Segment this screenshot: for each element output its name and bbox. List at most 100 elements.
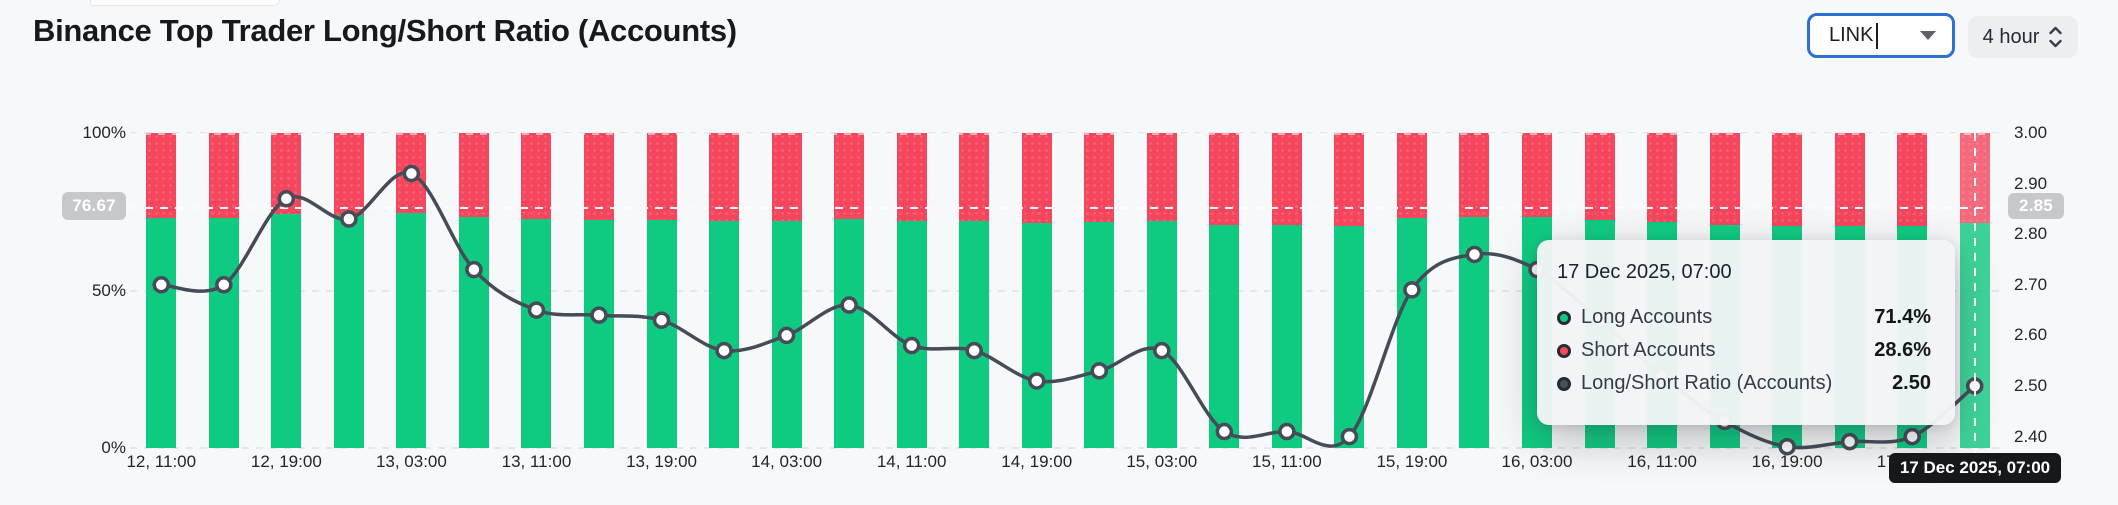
tooltip-title: 17 Dec 2025, 07:00 xyxy=(1557,261,1732,283)
stacked-bar[interactable] xyxy=(771,133,802,448)
short-accounts-segment[interactable] xyxy=(1334,133,1365,226)
stacked-bar[interactable] xyxy=(896,133,927,448)
right-axis-label: 2.80 xyxy=(2014,224,2048,244)
stacked-bar[interactable] xyxy=(1209,133,1240,448)
short-accounts-segment[interactable] xyxy=(333,133,364,216)
short-accounts-segment[interactable] xyxy=(1772,133,1803,227)
tooltip-row-value: 2.50 xyxy=(1892,372,1931,394)
right-axis-label: 2.50 xyxy=(2014,376,2048,395)
short-accounts-segment[interactable] xyxy=(458,133,489,218)
tooltip: 17 Dec 2025, 07:00 Long Accounts 71.4% S… xyxy=(1537,240,1955,425)
crosshair-right-badge: 2.85 xyxy=(2008,193,2064,219)
x-axis-label: 13, 11:00 xyxy=(501,452,572,471)
tooltip-row: Long Accounts 71.4% xyxy=(1557,301,1931,334)
long-accounts-segment[interactable] xyxy=(1271,225,1302,448)
stacked-bar[interactable] xyxy=(521,133,552,448)
x-axis-label: 14, 11:00 xyxy=(876,452,947,471)
tooltip-row-label: Long/Short Ratio (Accounts) xyxy=(1581,372,1833,394)
crosshair-date-badge: 17 Dec 2025, 07:00 xyxy=(1889,453,2061,483)
long-accounts-segment[interactable] xyxy=(146,218,177,448)
interval-select[interactable]: 4 hour xyxy=(1968,16,2078,58)
long-accounts-segment[interactable] xyxy=(458,217,489,448)
right-axis-label: 2.70 xyxy=(2014,274,2048,294)
short-accounts-segment[interactable] xyxy=(1834,133,1865,226)
short-accounts-segment[interactable] xyxy=(1021,133,1052,223)
stacked-bar[interactable] xyxy=(333,133,364,448)
long-accounts-segment[interactable] xyxy=(646,219,677,448)
long-accounts-segment[interactable] xyxy=(1021,222,1052,448)
tooltip-row-label: Long Accounts xyxy=(1581,306,1713,328)
updown-chevron-icon xyxy=(2049,26,2063,48)
symbol-select[interactable]: LINK xyxy=(1807,13,1955,58)
stacked-bar[interactable] xyxy=(709,133,740,448)
crosshair-horizontal-line xyxy=(130,206,2006,209)
long-accounts-segment[interactable] xyxy=(396,213,427,448)
short-accounts-segment[interactable] xyxy=(271,133,302,215)
x-axis-label: 15, 19:00 xyxy=(1376,452,1448,471)
short-accounts-segment[interactable] xyxy=(1271,133,1302,226)
stacked-bar[interactable] xyxy=(646,133,677,448)
stacked-bar[interactable] xyxy=(271,133,302,448)
tooltip-row-value: 71.4% xyxy=(1874,306,1931,328)
short-accounts-segment[interactable] xyxy=(208,133,239,219)
crosshair-vertical-line xyxy=(1973,133,1976,453)
x-axis-label: 12, 11:00 xyxy=(126,452,197,471)
long-accounts-segment[interactable] xyxy=(271,214,302,448)
short-accounts-dot-icon xyxy=(1557,343,1571,358)
stacked-bar[interactable] xyxy=(959,133,990,448)
stacked-bar[interactable] xyxy=(1396,133,1427,448)
stacked-bar[interactable] xyxy=(1084,133,1115,448)
long-accounts-segment[interactable] xyxy=(1334,225,1365,448)
stacked-bar[interactable] xyxy=(1334,133,1365,448)
x-axis-label: 13, 03:00 xyxy=(375,452,447,471)
stacked-bar[interactable] xyxy=(584,133,614,448)
short-accounts-segment[interactable] xyxy=(1647,133,1678,223)
interval-select-value: 4 hour xyxy=(1982,25,2040,48)
stacked-bar[interactable] xyxy=(1459,133,1490,448)
short-accounts-segment[interactable] xyxy=(1209,133,1240,226)
short-accounts-segment[interactable] xyxy=(396,133,427,214)
stacked-bar[interactable] xyxy=(1146,133,1177,448)
long-accounts-segment[interactable] xyxy=(1084,222,1115,448)
left-axis-label: 0% xyxy=(101,438,126,457)
page-title: Binance Top Trader Long/Short Ratio (Acc… xyxy=(33,13,737,48)
x-axis-label: 16, 03:00 xyxy=(1501,452,1573,471)
x-axis-label: 14, 03:00 xyxy=(751,452,823,471)
short-accounts-segment[interactable] xyxy=(1897,133,1928,226)
long-accounts-segment[interactable] xyxy=(771,220,802,448)
long-accounts-segment[interactable] xyxy=(584,219,614,448)
long-accounts-segment[interactable] xyxy=(896,220,927,448)
long-accounts-segment[interactable] xyxy=(333,215,364,448)
short-accounts-segment[interactable] xyxy=(1709,133,1740,225)
short-accounts-segment[interactable] xyxy=(146,133,177,219)
x-axis-label: 16, 11:00 xyxy=(1627,452,1697,471)
long-accounts-segment[interactable] xyxy=(1396,218,1427,448)
stacked-bar[interactable] xyxy=(208,133,239,448)
stacked-bar[interactable] xyxy=(1021,133,1052,448)
tab-remnant xyxy=(90,0,280,6)
short-accounts-segment[interactable] xyxy=(1084,133,1115,223)
long-accounts-segment[interactable] xyxy=(834,219,865,448)
long-accounts-segment[interactable] xyxy=(1209,225,1240,448)
crosshair-left-badge: 76.67 xyxy=(62,192,126,220)
stacked-bar[interactable] xyxy=(146,133,177,448)
long-accounts-segment[interactable] xyxy=(208,218,239,448)
long-accounts-segment[interactable] xyxy=(1459,216,1490,448)
tooltip-row: Short Accounts 28.6% xyxy=(1557,334,1931,367)
x-axis-label: 14, 19:00 xyxy=(1001,452,1073,471)
long-accounts-segment[interactable] xyxy=(1146,221,1177,448)
long-accounts-segment[interactable] xyxy=(521,219,552,448)
stacked-bar[interactable] xyxy=(834,133,865,448)
long-accounts-segment[interactable] xyxy=(709,221,740,448)
stacked-bar[interactable] xyxy=(396,133,427,448)
text-cursor xyxy=(1876,22,1879,49)
short-accounts-segment[interactable] xyxy=(1459,133,1490,217)
left-axis-label: 50% xyxy=(91,280,126,300)
x-axis-label: 16, 19:00 xyxy=(1751,452,1823,471)
plot-top-line xyxy=(130,132,2006,135)
short-accounts-segment[interactable] xyxy=(1522,133,1552,218)
long-accounts-segment[interactable] xyxy=(959,221,990,448)
stacked-bar[interactable] xyxy=(458,133,489,448)
stacked-bar[interactable] xyxy=(1271,133,1302,448)
